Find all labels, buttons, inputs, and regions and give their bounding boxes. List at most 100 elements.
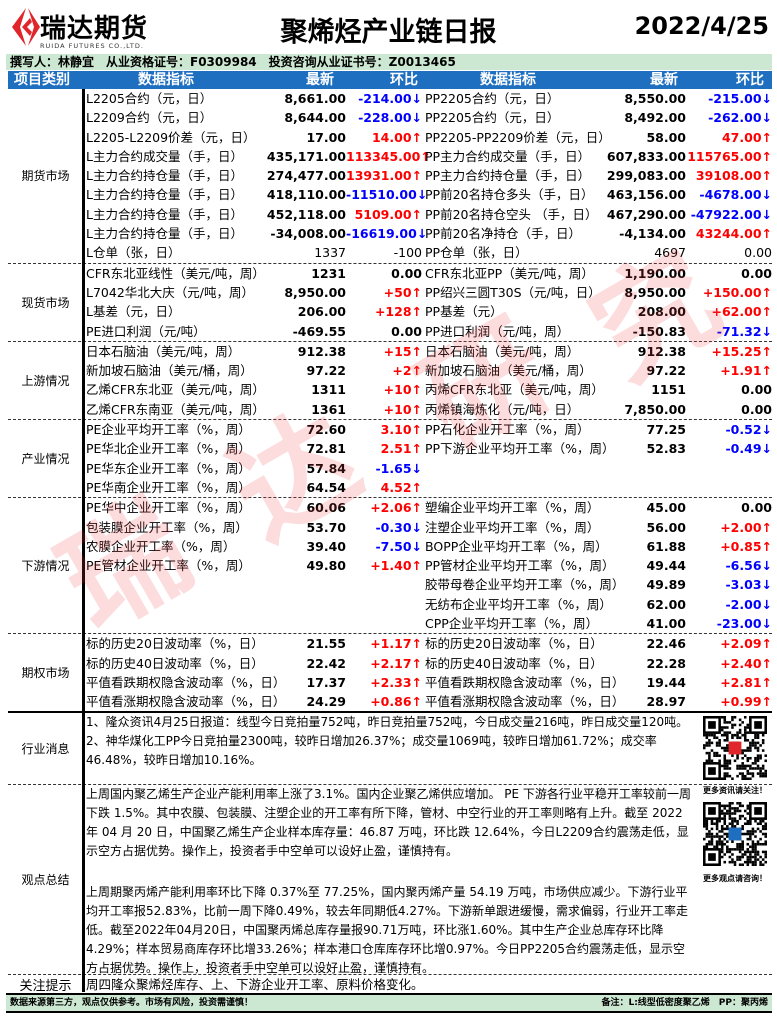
latest-value: 22.42 — [306, 655, 346, 671]
table-row: CPP企业平均开工率（%，周） 41.00 -23.00↓ — [8, 614, 772, 633]
table-row: 农膜企业开工率（%，周） 39.40 -7.50↓ BOPP企业平均开工率（%，周） 6… — [8, 537, 772, 556]
tip-label: 关注提示 — [19, 979, 72, 994]
indicator-name: 平值看跌期权隐含波动率（%，日） — [86, 674, 286, 690]
indicator-name: 无纺布企业平均开工率（%，周） — [425, 596, 612, 612]
latest-value: 57.84 — [306, 460, 346, 476]
change-value: -23.00↓ — [716, 616, 772, 632]
change-value: 0.00 — [391, 265, 422, 281]
latest-value: 1337 — [314, 245, 346, 261]
divider — [8, 711, 772, 713]
footnote: 备注：L:线型低密度聚乙烯 PP：聚丙烯 — [601, 998, 768, 1008]
indicator-name: L主力合约持仓量（手，日） — [86, 226, 243, 242]
table-row: L基差（元，日） 206.00 +128↑ PP基差（元） 208.00 +62.00↑ — [8, 302, 772, 321]
change-value: -215.00↓ — [708, 91, 772, 106]
change-value: 3.10↑ — [380, 422, 422, 438]
indicator-name: CPP企业平均开工率（%，周） — [425, 616, 599, 632]
table-row: 乙烯CFR东北亚（美元/吨，周） 1311 +10↑ 丙烯CFR东北亚（美元/吨，周）… — [8, 380, 772, 399]
indicator-name: L2209合约（元，日） — [86, 110, 213, 126]
change-value: +1.91↑ — [720, 363, 772, 379]
latest-value: 463,156.00 — [606, 187, 686, 203]
change-value: +2.00↑ — [720, 519, 772, 535]
table-row: L仓单（张，日） 1337 -100 PP仓单（张，日） 4697 0.00 — [8, 243, 772, 262]
view-pe-text: 上周国内聚乙烯生产企业产能利用率上涨了3.1%。国内企业聚乙烯供应增加。 PE … — [86, 787, 691, 858]
change-value: 0.00 — [741, 382, 772, 398]
change-value: 0.00 — [741, 265, 772, 281]
indicator-name: 乙烯CFR东北亚（美元/吨，周） — [86, 382, 265, 398]
indicator-name: PP2205合约（元，日） — [425, 110, 560, 126]
table-row: 平值看涨期权隐含波动率（%，日） 24.29 +0.86↑ 平值看涨期权隐含波动率（%… — [8, 692, 772, 711]
change-value: +2.81↑ — [720, 674, 772, 690]
latest-value: 72.60 — [306, 422, 346, 438]
table-header: 项目类别 数据指标 最新 环比 数据指标 最新 环比 — [8, 71, 772, 89]
qr-caption-follow: 更多资讯请关注！ — [703, 786, 767, 795]
latest-value: 97.22 — [306, 363, 346, 379]
latest-value: 22.28 — [646, 655, 686, 671]
tip-section: 关注提示 周四隆众聚烯烃库存、上、下游企业开工率、原料价格变化。 — [8, 976, 772, 994]
change-value: 0.00 — [741, 500, 772, 516]
indicator-name: 日本石脑油（美元/吨，周） — [425, 343, 580, 359]
change-value: -16619.00↓ — [346, 226, 428, 242]
col-latest-left: 最新 — [306, 72, 334, 88]
table-row: L主力合约成交量（手，日） 435,171.00 113345.00↑ PP主力合约成… — [8, 147, 772, 166]
news-text: 1、隆众资讯4月25日报道：线型今日竞拍量752吨，昨日竞拍量752吨，今日成交… — [86, 715, 689, 767]
indicator-name: BOPP企业平均开工率（%，周） — [425, 538, 608, 554]
indicator-name: L主力合约成交量（手，日） — [86, 148, 243, 164]
table-row: 胶带母卷企业平均开工率（%，周） 49.89 -3.03↓ — [8, 575, 772, 594]
change-value: +15.25↑ — [711, 343, 773, 359]
latest-value: 8,644.00 — [284, 110, 346, 126]
table-row: PE华东企业开工率（%，周） 57.84 -1.65↓ — [8, 459, 772, 478]
change-value: +150.00↑ — [702, 284, 772, 300]
change-value: -11510.00↓ — [346, 187, 428, 203]
category-label: 期权市场 — [21, 666, 70, 681]
table-row: 乙烯CFR东南亚（美元/吨，周） 1361 +10↑ 丙烯镇海炼化（元/吨，日） 7,8… — [8, 400, 772, 419]
indicator-name: 标的历史40日波动率（%，日） — [425, 655, 603, 671]
indicator-name: 新加坡石脑油（美元/桶，周） — [425, 363, 592, 379]
indicator-name: 塑编企业平均开工率（%，周） — [425, 500, 600, 516]
qr-code-icon[interactable] — [703, 802, 767, 866]
table-row: PE企业平均开工率（%，周） 72.60 3.10↑ PP石化企业开工率（%，周） 77… — [8, 420, 772, 439]
col-change-right: 环比 — [736, 72, 764, 88]
section-1: 现货市场 CFR东北亚线性（美元/吨，周） 1231 0.00 CFR东北亚PP（美元/… — [8, 264, 772, 342]
indicator-name: L基差（元，日） — [86, 304, 181, 320]
indicator-name: PP绍兴三圆T30S（元/吨，日） — [425, 284, 601, 300]
change-value: 14.00↑ — [371, 129, 422, 145]
latest-value: -150.83 — [632, 323, 686, 339]
latest-value: 8,492.00 — [624, 110, 686, 126]
latest-value: 8,661.00 — [284, 91, 346, 106]
qr-code-icon[interactable] — [703, 716, 767, 780]
change-value: +15↑ — [383, 343, 422, 359]
table-row: 新加坡石脑油（美元/桶，周） 97.22 +2↑ 新加坡石脑油（美元/桶，周） 97.2… — [8, 361, 772, 380]
indicator-name: PE华北企业开工率（%，周） — [86, 441, 251, 457]
table-row: 标的历史40日波动率（%，日） 22.42 +2.17↑ 标的历史40日波动率（%，日… — [8, 654, 772, 673]
col-indicator-left: 数据指标 — [138, 72, 194, 88]
change-value: +2.17↑ — [370, 655, 422, 671]
latest-value: 97.22 — [646, 363, 686, 379]
latest-value: 208.00 — [637, 304, 686, 320]
indicator-name: PE华中企业开工率（%，周） — [86, 500, 251, 516]
latest-value: 61.88 — [646, 538, 686, 554]
data-table: 期货市场 L2205合约（元，日） 8,661.00 -214.00↓ PP2205合约… — [8, 89, 772, 713]
latest-value: 56.00 — [646, 519, 686, 535]
change-value: -100 — [393, 245, 422, 261]
indicator-name: 包装膜企业开工率（%，周） — [86, 519, 248, 535]
latest-value: -4,134.00 — [619, 226, 686, 242]
change-value: -3.03↓ — [725, 577, 772, 593]
table-row: L2205-L2209价差（元，日） 17.00 14.00↑ PP2205-PP22… — [8, 128, 772, 147]
view-label: 观点总结 — [21, 873, 70, 887]
category-label: 上游情况 — [21, 373, 70, 388]
indicator-name: 丙烯镇海炼化（元/吨，日） — [425, 401, 580, 417]
view-pp-text: 上周期聚丙烯产能利用率环比下降 0.37%至 77.25%，国内聚丙烯产量 54… — [86, 885, 689, 975]
change-value: -2.00↓ — [725, 596, 772, 612]
author-info: 撰写人：林静宜 从业资格证号：F0309984 投资咨询从业证书号：Z00134… — [6, 54, 772, 70]
latest-value: 206.00 — [297, 304, 346, 320]
indicator-name: L主力合约持仓量（手，日） — [86, 206, 243, 222]
ruida-logo-icon — [12, 8, 40, 46]
change-value: +10↑ — [383, 401, 422, 417]
latest-value: 1361 — [311, 401, 346, 417]
qr-caption-consult: 更多观点请咨询！ — [703, 874, 767, 883]
table-row: 日本石脑油（美元/吨，周） 912.38 +15↑ 日本石脑油（美元/吨，周） 912.… — [8, 342, 772, 361]
latest-value: 1311 — [311, 382, 346, 398]
change-value: +0.86↑ — [370, 694, 422, 710]
latest-value: 49.44 — [646, 558, 686, 574]
col-latest-right: 最新 — [650, 72, 678, 88]
